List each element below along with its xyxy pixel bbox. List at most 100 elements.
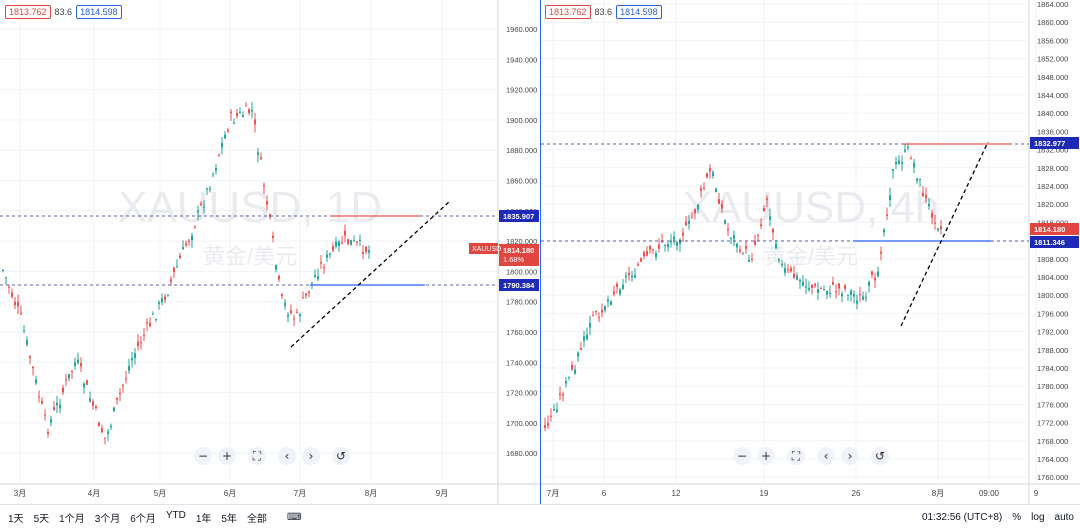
- reset-chart-icon[interactable]: ↺: [332, 447, 350, 465]
- price-axis-label: 1814.180: [1034, 225, 1065, 234]
- candle-body: [577, 352, 579, 357]
- price-tick-label: 1808.000: [1037, 255, 1068, 264]
- candle-body: [793, 273, 795, 278]
- percent-toggle[interactable]: %: [1012, 511, 1022, 523]
- candle-body: [275, 265, 277, 270]
- candle-body: [715, 188, 717, 192]
- reset-chart-icon[interactable]: ↺: [871, 447, 889, 465]
- price-tick-label: 1800.000: [1037, 291, 1068, 300]
- candle-body: [290, 310, 292, 313]
- zoom-out-button[interactable]: −: [194, 447, 212, 465]
- candle-body: [895, 162, 897, 165]
- scroll-right-button[interactable]: ›: [841, 447, 859, 465]
- candle-body: [344, 230, 346, 236]
- candle-body: [754, 240, 756, 245]
- auto-toggle[interactable]: auto: [1054, 511, 1074, 523]
- candle-body: [802, 281, 804, 286]
- candle-body: [850, 290, 852, 296]
- log-toggle[interactable]: log: [1031, 511, 1045, 523]
- candle-body: [775, 243, 777, 249]
- price-axis-label-box: [1030, 223, 1079, 235]
- left-chart-canvas[interactable]: 1960.000 1940.000 1920.000 1900.000 1880.000…: [0, 0, 540, 504]
- zoom-out-button[interactable]: −: [733, 447, 751, 465]
- candle-body: [766, 198, 768, 201]
- fit-screen-icon[interactable]: ⛶: [787, 447, 805, 465]
- timeframe-button[interactable]: 1个月: [59, 513, 85, 525]
- candle-body: [155, 318, 157, 320]
- candle-body: [604, 305, 606, 311]
- timeframe-button[interactable]: 5天: [33, 513, 50, 525]
- candle-body: [886, 214, 888, 217]
- candle-body: [733, 235, 735, 239]
- timeframe-button[interactable]: 3个月: [94, 513, 121, 525]
- candle-body: [221, 143, 223, 148]
- left-sell-price[interactable]: 1813.762: [5, 5, 51, 19]
- candle-body: [934, 222, 936, 224]
- scroll-left-button[interactable]: ‹: [817, 447, 835, 465]
- candle-body: [11, 292, 13, 297]
- price-tick-label: 1860.000: [1037, 18, 1068, 27]
- candle-body: [260, 157, 262, 160]
- candle-body: [685, 221, 687, 226]
- candle-body: [263, 185, 265, 187]
- timeframe-button[interactable]: 1天: [8, 513, 24, 525]
- price-tick-label: 1768.000: [1037, 437, 1068, 446]
- price-tick-label: 1820.000: [1037, 200, 1068, 209]
- candle-body: [320, 262, 322, 264]
- price-tick-label: 1828.000: [1037, 164, 1068, 173]
- candle-body: [26, 339, 28, 345]
- scroll-right-button[interactable]: ›: [302, 447, 320, 465]
- candle-body: [2, 269, 4, 271]
- fit-screen-icon[interactable]: ⛶: [248, 447, 266, 465]
- timeframe-button[interactable]: 5年: [221, 513, 237, 525]
- price-tick-label: 1940.000: [506, 55, 537, 64]
- price-tick-label: 1960.000: [506, 25, 537, 34]
- price-tick-label: 1700.000: [506, 419, 537, 428]
- candle-body: [266, 201, 268, 205]
- price-tick-label: 1796.000: [1037, 309, 1068, 318]
- timeframe-button[interactable]: 6个月: [130, 513, 156, 525]
- candle-body: [161, 298, 163, 303]
- candle-body: [625, 275, 627, 278]
- zoom-in-button[interactable]: +: [757, 447, 775, 465]
- candle-body: [152, 313, 154, 315]
- candle-body: [62, 387, 64, 393]
- timeframe-button[interactable]: YTD: [165, 509, 186, 521]
- candle-body: [721, 204, 723, 209]
- right-buy-price[interactable]: 1814.598: [616, 5, 662, 19]
- price-tick-label: 1848.000: [1037, 73, 1068, 82]
- right-chart-canvas[interactable]: 1864.000 1860.000 1856.000 1852.000 1848.000…: [541, 0, 1080, 504]
- left-buy-price[interactable]: 1814.598: [76, 5, 122, 19]
- candle-body: [649, 245, 651, 250]
- candle-body: [125, 378, 127, 380]
- candle-body: [838, 283, 840, 289]
- clock-display[interactable]: 01:32:56 (UTC+8): [921, 511, 1003, 523]
- right-sell-price[interactable]: 1813.762: [545, 5, 591, 19]
- zoom-in-button[interactable]: +: [218, 447, 236, 465]
- candle-body: [799, 279, 801, 282]
- candle-body: [323, 266, 325, 268]
- timeframe-button[interactable]: 1年: [195, 513, 212, 525]
- candle-body: [89, 398, 91, 402]
- candle-body: [149, 322, 151, 327]
- candle-body: [658, 244, 660, 249]
- candle-body: [592, 315, 594, 317]
- date-tick-label: 26: [852, 489, 861, 498]
- scroll-left-button[interactable]: ‹: [278, 447, 296, 465]
- left-chart-pane[interactable]: 1960.000 1940.000 1920.000 1900.000 1880.000…: [0, 0, 540, 504]
- candle-body: [77, 359, 79, 363]
- watermark-name: 黄金/美元: [203, 244, 297, 269]
- candle-body: [628, 272, 630, 276]
- candle-body: [308, 291, 310, 294]
- candle-body: [170, 279, 172, 282]
- price-tick-label: 1840.000: [1037, 109, 1068, 118]
- candle-body: [86, 380, 88, 385]
- right-chart-pane[interactable]: 1864.000 1860.000 1856.000 1852.000 1848.000…: [541, 0, 1080, 504]
- candle-body: [362, 251, 364, 254]
- timeframe-button[interactable]: 全部: [246, 513, 267, 525]
- candle-body: [281, 294, 283, 296]
- calendar-icon[interactable]: ⌨: [286, 511, 302, 523]
- candle-body: [667, 244, 669, 248]
- candle-body: [709, 168, 711, 172]
- pane-divider[interactable]: [540, 0, 541, 504]
